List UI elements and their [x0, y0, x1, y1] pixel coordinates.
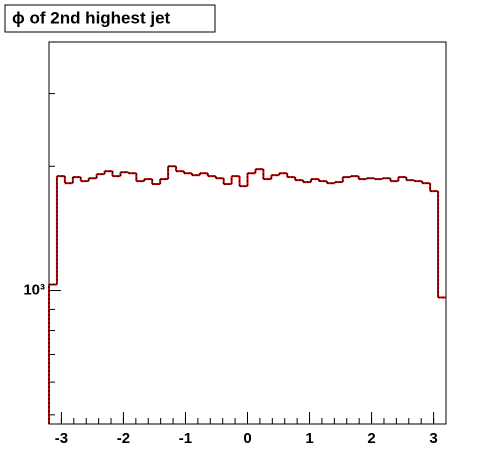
x-tick-label: 1 [305, 430, 313, 447]
x-tick-label: 2 [367, 430, 375, 447]
title-box [4, 4, 216, 33]
x-tick-label: -3 [55, 430, 68, 447]
x-tick-label: -2 [117, 430, 130, 447]
chart-title: ϕ of 2nd highest jet [12, 8, 171, 27]
plot-frame [48, 41, 447, 425]
y-tick-label: 10³ [23, 282, 45, 299]
x-tick-label: 0 [243, 430, 251, 447]
x-tick-label: 3 [429, 430, 437, 447]
x-tick-label: -1 [179, 430, 192, 447]
